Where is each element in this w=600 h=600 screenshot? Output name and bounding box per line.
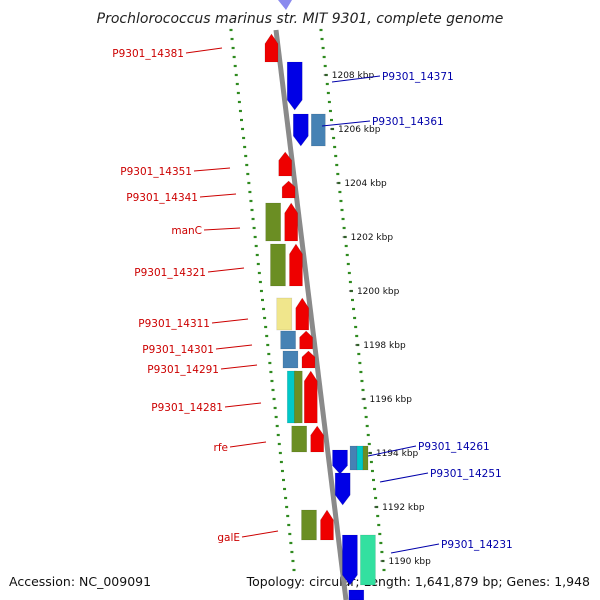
label-leader <box>199 193 237 198</box>
tick-label: 1192 kbp <box>382 503 425 513</box>
reverse-gene-3 <box>332 449 348 475</box>
left-gene-label: rfe <box>214 442 228 454</box>
accession-text: Accession: NC_009091 <box>9 574 151 589</box>
label-leader <box>321 120 371 127</box>
forward-gene-3 <box>281 180 296 199</box>
kbp-ticks: 1208 kbp 1206 kbp 1204 kbp 1202 kbp 1200 kbp… <box>323 71 431 567</box>
steel-feature-4 <box>349 445 358 471</box>
tick-label: 1204 kbp <box>344 179 387 189</box>
forward-gene-8 <box>301 350 316 369</box>
tick-label: 1198 kbp <box>363 341 406 351</box>
label-leader <box>224 402 262 408</box>
tick-label: 1194 kbp <box>376 449 419 459</box>
tick-label: 1208 kbp <box>332 71 375 81</box>
right-gene-label: P9301_14361 <box>372 116 444 128</box>
label-leader <box>203 227 241 231</box>
label-leader <box>390 543 440 554</box>
tick-label: 1190 kbp <box>388 557 431 567</box>
cyan-feature-2 <box>356 445 364 471</box>
olive-feature-2 <box>270 243 286 287</box>
forward-gene-4 <box>284 202 298 242</box>
olive-feature-6 <box>362 445 369 471</box>
reverse-gene-1 <box>286 61 303 111</box>
label-leader <box>220 364 258 370</box>
steel-feature-1 <box>310 113 326 147</box>
left-gene-label: P9301_14381 <box>112 48 184 60</box>
olive-feature-5 <box>301 509 317 541</box>
tick-label: 1202 kbp <box>351 233 394 243</box>
map-title: Prochlorococcus marinus str. MIT 9301, c… <box>97 11 504 27</box>
left-gene-label: P9301_14321 <box>134 267 206 279</box>
forward-gene-9 <box>303 370 318 424</box>
khaki-feature-1 <box>276 297 293 331</box>
tick-label: 1206 kbp <box>338 125 381 135</box>
genome-backbone <box>273 0 349 600</box>
steel-feature-3 <box>282 350 299 369</box>
forward-gene-6 <box>295 297 310 331</box>
label-leader <box>211 318 249 324</box>
right-gene-label: P9301_14231 <box>441 539 513 551</box>
right-gene-label: P9301_14251 <box>430 468 502 480</box>
label-leader <box>379 472 429 483</box>
label-leader <box>215 344 253 350</box>
reverse-gene-5 <box>342 534 358 586</box>
mint-feature-1 <box>360 534 376 586</box>
feature-tracks <box>264 33 376 600</box>
label-leader <box>229 441 267 448</box>
forward-gene-11 <box>320 509 334 541</box>
top-partial-gene <box>278 0 292 10</box>
olive-feature-4 <box>291 425 308 453</box>
tick-label: 1196 kbp <box>370 395 413 405</box>
label-leader <box>331 75 381 83</box>
left-gene-label: P9301_14351 <box>120 166 192 178</box>
label-leader <box>185 47 223 54</box>
label-leader <box>367 445 417 457</box>
steel-feature-2 <box>280 330 296 350</box>
left-gene-label: manC <box>171 225 202 237</box>
gene-labels: P9301_14381 P9301_14351 P9301_14341 manC P93… <box>112 47 513 554</box>
topology-text: Topology: circular; Length: 1,641,879 bp… <box>246 574 590 589</box>
bottom-partial-gene <box>348 589 365 600</box>
left-gene-label: P9301_14291 <box>147 364 219 376</box>
tick-label: 1200 kbp <box>357 287 400 297</box>
label-leader <box>193 167 231 172</box>
left-gene-label: P9301_14301 <box>142 344 214 356</box>
reverse-gene-4 <box>334 472 351 506</box>
left-gene-label: P9301_14281 <box>151 402 223 414</box>
olive-feature-1 <box>265 202 281 242</box>
forward-gene-5 <box>289 243 303 287</box>
forward-gene-2 <box>278 151 293 177</box>
forward-gene-1 <box>264 33 279 63</box>
reverse-gene-2 <box>293 113 309 147</box>
label-leader <box>207 267 245 273</box>
left-gene-label: P9301_14311 <box>138 318 210 330</box>
label-leader <box>241 530 279 538</box>
olive-feature-3 <box>293 370 303 424</box>
right-gene-label: P9301_14261 <box>418 441 490 453</box>
left-gene-label: P9301_14341 <box>126 192 198 204</box>
left-gene-label: galE <box>217 532 240 544</box>
backbone-line <box>273 29 349 600</box>
forward-gene-7 <box>299 330 313 350</box>
forward-gene-10 <box>310 425 324 453</box>
right-gene-label: P9301_14371 <box>382 71 454 83</box>
